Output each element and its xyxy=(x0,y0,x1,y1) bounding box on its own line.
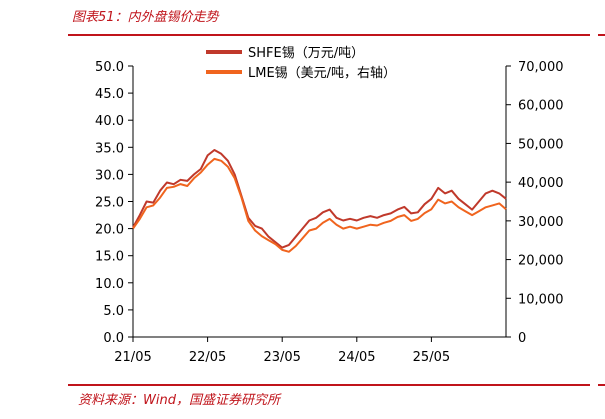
top-rule-right xyxy=(598,34,605,36)
y-right-tick-label: 40,000 xyxy=(518,176,564,191)
y-right-tick-label: 50,000 xyxy=(518,137,564,152)
y-right-tick-label: 10,000 xyxy=(518,292,564,307)
x-tick-label: 21/05 xyxy=(114,350,151,365)
x-tick-label: 24/05 xyxy=(338,350,375,365)
y-right-tick-label: 30,000 xyxy=(518,215,564,230)
series-line-lme xyxy=(132,157,507,253)
y-left-tick-label: 50.0 xyxy=(95,60,124,75)
x-tick-label: 23/05 xyxy=(263,350,300,365)
bottom-rule xyxy=(68,384,590,386)
y-right-tick-label: 70,000 xyxy=(518,60,564,75)
bottom-rule-right xyxy=(598,384,605,386)
y-left-tick-label: 35.0 xyxy=(95,141,124,156)
y-left-tick-label: 45.0 xyxy=(95,87,124,102)
top-rule xyxy=(68,34,590,36)
y-left-tick-label: 20.0 xyxy=(95,223,124,238)
y-left-tick-label: 25.0 xyxy=(95,196,124,211)
source-note: 资料来源：Wind，国盛证券研究所 xyxy=(78,393,280,408)
legend: SHFE锡（万元/吨） LME锡（美元/吨，右轴） xyxy=(206,46,396,81)
x-tick-label: 25/05 xyxy=(413,350,450,365)
y-left-tick-label: 40.0 xyxy=(95,114,124,129)
y-left-tick-label: 30.0 xyxy=(95,168,124,183)
y-left-tick-label: 10.0 xyxy=(95,277,124,292)
y-right-tick-label: 20,000 xyxy=(518,254,564,269)
y-right-tick-label: 60,000 xyxy=(518,99,564,114)
series-line-shfe xyxy=(132,149,507,249)
legend-label-lme: LME锡（美元/吨，右轴） xyxy=(248,66,396,81)
y-left-tick-label: 5.0 xyxy=(103,304,124,319)
y-left-tick-label: 15.0 xyxy=(95,250,124,265)
y-left-tick-label: 0.0 xyxy=(103,331,124,346)
y-right-tick-label: 0 xyxy=(518,331,526,346)
x-tick-label: 22/05 xyxy=(189,350,226,365)
figure-title: 图表51：内外盘锡价走势 xyxy=(72,10,219,25)
legend-label-shfe: SHFE锡（万元/吨） xyxy=(248,46,364,61)
